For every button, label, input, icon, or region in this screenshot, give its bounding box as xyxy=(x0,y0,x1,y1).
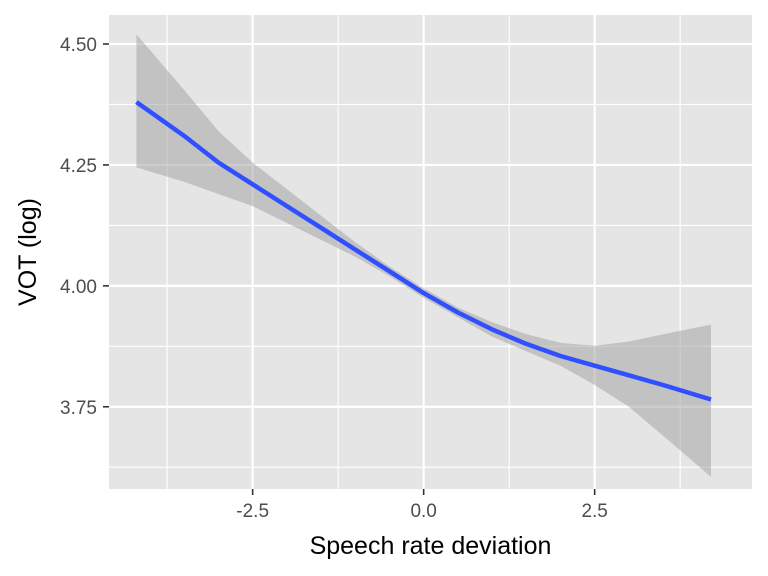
y-tick-label: 4.25 xyxy=(60,156,97,177)
trend-line xyxy=(135,100,712,402)
confidence-band xyxy=(136,34,711,477)
x-axis: -2.5 0.0 2.5 xyxy=(236,489,608,522)
y-axis: 3.75 4.00 4.25 4.50 xyxy=(60,35,109,419)
x-tick-label: 2.5 xyxy=(581,501,607,522)
x-tick-label: 0.0 xyxy=(410,501,436,522)
y-tick-label: 3.75 xyxy=(60,398,97,419)
confidence-band-layer xyxy=(136,34,711,477)
x-tick-label: -2.5 xyxy=(236,501,269,522)
x-axis-title: Speech rate deviation xyxy=(310,532,552,560)
y-tick-label: 4.50 xyxy=(60,35,97,56)
y-tick-label: 4.00 xyxy=(60,277,97,298)
y-axis-title: VOT (log) xyxy=(14,198,42,306)
trend-line-layer xyxy=(135,100,712,402)
